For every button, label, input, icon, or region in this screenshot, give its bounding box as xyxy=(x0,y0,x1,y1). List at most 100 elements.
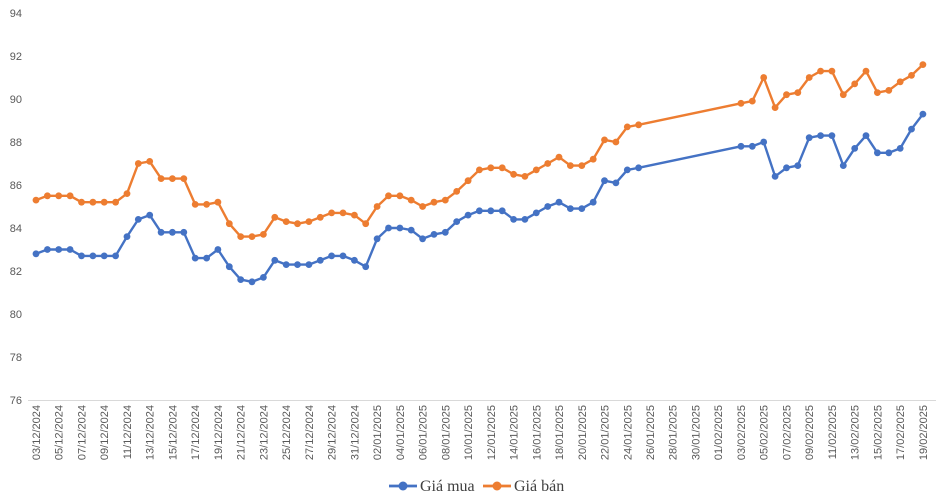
data-point-gia-mua xyxy=(203,254,211,262)
x-axis-label: 26/01/2025 xyxy=(645,405,657,460)
data-point-gia-ban xyxy=(919,61,927,68)
x-axis-label: 07/02/2025 xyxy=(782,405,794,460)
x-axis-label: 02/01/2025 xyxy=(372,405,384,460)
data-point-gia-mua xyxy=(908,125,915,133)
data-point-gia-ban xyxy=(476,166,483,174)
data-point-gia-ban xyxy=(589,155,597,163)
data-point-gia-ban xyxy=(44,192,51,200)
data-point-gia-mua xyxy=(260,274,267,281)
data-point-gia-ban xyxy=(100,198,108,206)
data-point-gia-ban xyxy=(896,78,904,86)
y-axis-label: 90 xyxy=(10,94,22,106)
data-point-gia-ban xyxy=(78,198,85,206)
data-point-gia-ban xyxy=(248,233,256,241)
x-axis-label: 06/01/2025 xyxy=(418,405,430,460)
x-axis-label: 23/12/2024 xyxy=(258,405,270,460)
data-point-gia-mua xyxy=(419,235,426,243)
data-point-gia-mua xyxy=(805,134,813,142)
legend-marker-gia-mua xyxy=(398,481,408,491)
data-point-gia-ban xyxy=(862,67,870,75)
data-point-gia-ban xyxy=(783,91,790,99)
data-point-gia-mua xyxy=(828,132,836,140)
data-point-gia-ban xyxy=(112,198,119,206)
data-point-gia-mua xyxy=(532,209,540,217)
data-point-gia-mua xyxy=(78,252,85,260)
data-point-gia-mua xyxy=(316,256,324,264)
data-point-gia-mua xyxy=(271,256,279,264)
data-point-gia-mua xyxy=(874,149,881,157)
data-point-gia-mua xyxy=(396,224,404,232)
data-point-gia-ban xyxy=(316,213,324,221)
y-axis-label: 80 xyxy=(10,309,22,321)
data-point-gia-ban xyxy=(237,233,245,241)
y-axis-label: 76 xyxy=(10,395,22,407)
data-point-gia-ban xyxy=(282,218,290,226)
x-axis-label: 08/01/2025 xyxy=(440,405,452,460)
data-point-gia-mua xyxy=(112,252,119,260)
y-axis-label: 82 xyxy=(10,266,22,278)
data-point-gia-ban xyxy=(294,220,301,228)
data-point-gia-mua xyxy=(282,261,290,268)
data-point-gia-ban xyxy=(521,173,529,180)
y-axis-label: 88 xyxy=(10,137,22,149)
x-axis-label: 11/02/2025 xyxy=(827,405,839,459)
data-point-gia-mua xyxy=(817,132,824,140)
x-axis-label: 14/01/2025 xyxy=(509,405,521,460)
data-point-gia-mua xyxy=(794,162,802,170)
data-point-gia-ban xyxy=(89,198,97,206)
data-point-gia-mua xyxy=(430,231,438,238)
x-axis-label: 05/12/2024 xyxy=(54,405,66,460)
data-point-gia-mua xyxy=(225,263,233,271)
data-point-gia-ban xyxy=(510,170,517,178)
x-axis-label: 17/02/2025 xyxy=(895,405,907,460)
data-point-gia-mua xyxy=(783,164,790,172)
series-line-gia-mua xyxy=(34,112,925,283)
data-point-gia-ban xyxy=(828,67,836,75)
x-axis-label: 28/01/2025 xyxy=(668,405,680,460)
data-point-gia-mua xyxy=(919,110,927,118)
data-point-gia-mua xyxy=(464,211,472,219)
data-point-gia-mua xyxy=(441,228,449,236)
data-point-gia-mua xyxy=(89,252,97,260)
data-point-gia-ban xyxy=(134,160,142,167)
data-point-gia-mua xyxy=(885,149,893,157)
data-point-gia-mua xyxy=(180,228,188,236)
x-axis-label: 22/01/2025 xyxy=(600,405,612,460)
data-point-gia-mua xyxy=(567,205,574,213)
data-point-gia-ban xyxy=(885,87,893,94)
data-point-gia-mua xyxy=(407,226,415,234)
data-point-gia-ban xyxy=(874,89,881,96)
legend-marker-gia-ban xyxy=(492,481,502,491)
data-point-gia-mua xyxy=(839,162,847,170)
x-axis-label: 09/12/2024 xyxy=(99,405,111,460)
x-axis-label: 13/02/2025 xyxy=(850,405,862,460)
data-point-gia-ban xyxy=(328,209,335,217)
data-point-gia-ban xyxy=(441,196,449,204)
x-axis-label: 04/01/2025 xyxy=(395,405,407,460)
x-axis-label: 20/01/2025 xyxy=(577,405,589,460)
x-axis-label: 31/12/2024 xyxy=(349,405,361,460)
data-point-gia-mua xyxy=(44,246,51,253)
data-point-gia-mua xyxy=(305,261,313,268)
data-point-gia-ban xyxy=(373,203,381,210)
legend-label-gia-mua: Giá mua xyxy=(420,478,475,495)
data-point-gia-mua xyxy=(66,246,74,253)
data-point-gia-ban xyxy=(146,158,154,165)
data-point-gia-mua xyxy=(191,254,199,262)
x-axis-label: 30/01/2025 xyxy=(691,405,703,460)
data-point-gia-ban xyxy=(66,192,74,200)
data-point-gia-ban xyxy=(419,203,426,210)
data-point-gia-ban xyxy=(532,166,540,174)
data-point-gia-mua xyxy=(578,205,586,213)
data-point-gia-ban xyxy=(225,220,233,228)
data-point-gia-mua xyxy=(55,246,63,253)
data-point-gia-mua xyxy=(328,252,335,260)
data-point-gia-ban xyxy=(487,164,495,172)
data-point-gia-ban xyxy=(748,97,756,105)
data-point-gia-mua xyxy=(214,246,222,253)
data-point-gia-mua xyxy=(123,233,131,241)
data-point-gia-mua xyxy=(339,252,347,260)
x-axis-label: 03/12/2024 xyxy=(31,405,43,460)
